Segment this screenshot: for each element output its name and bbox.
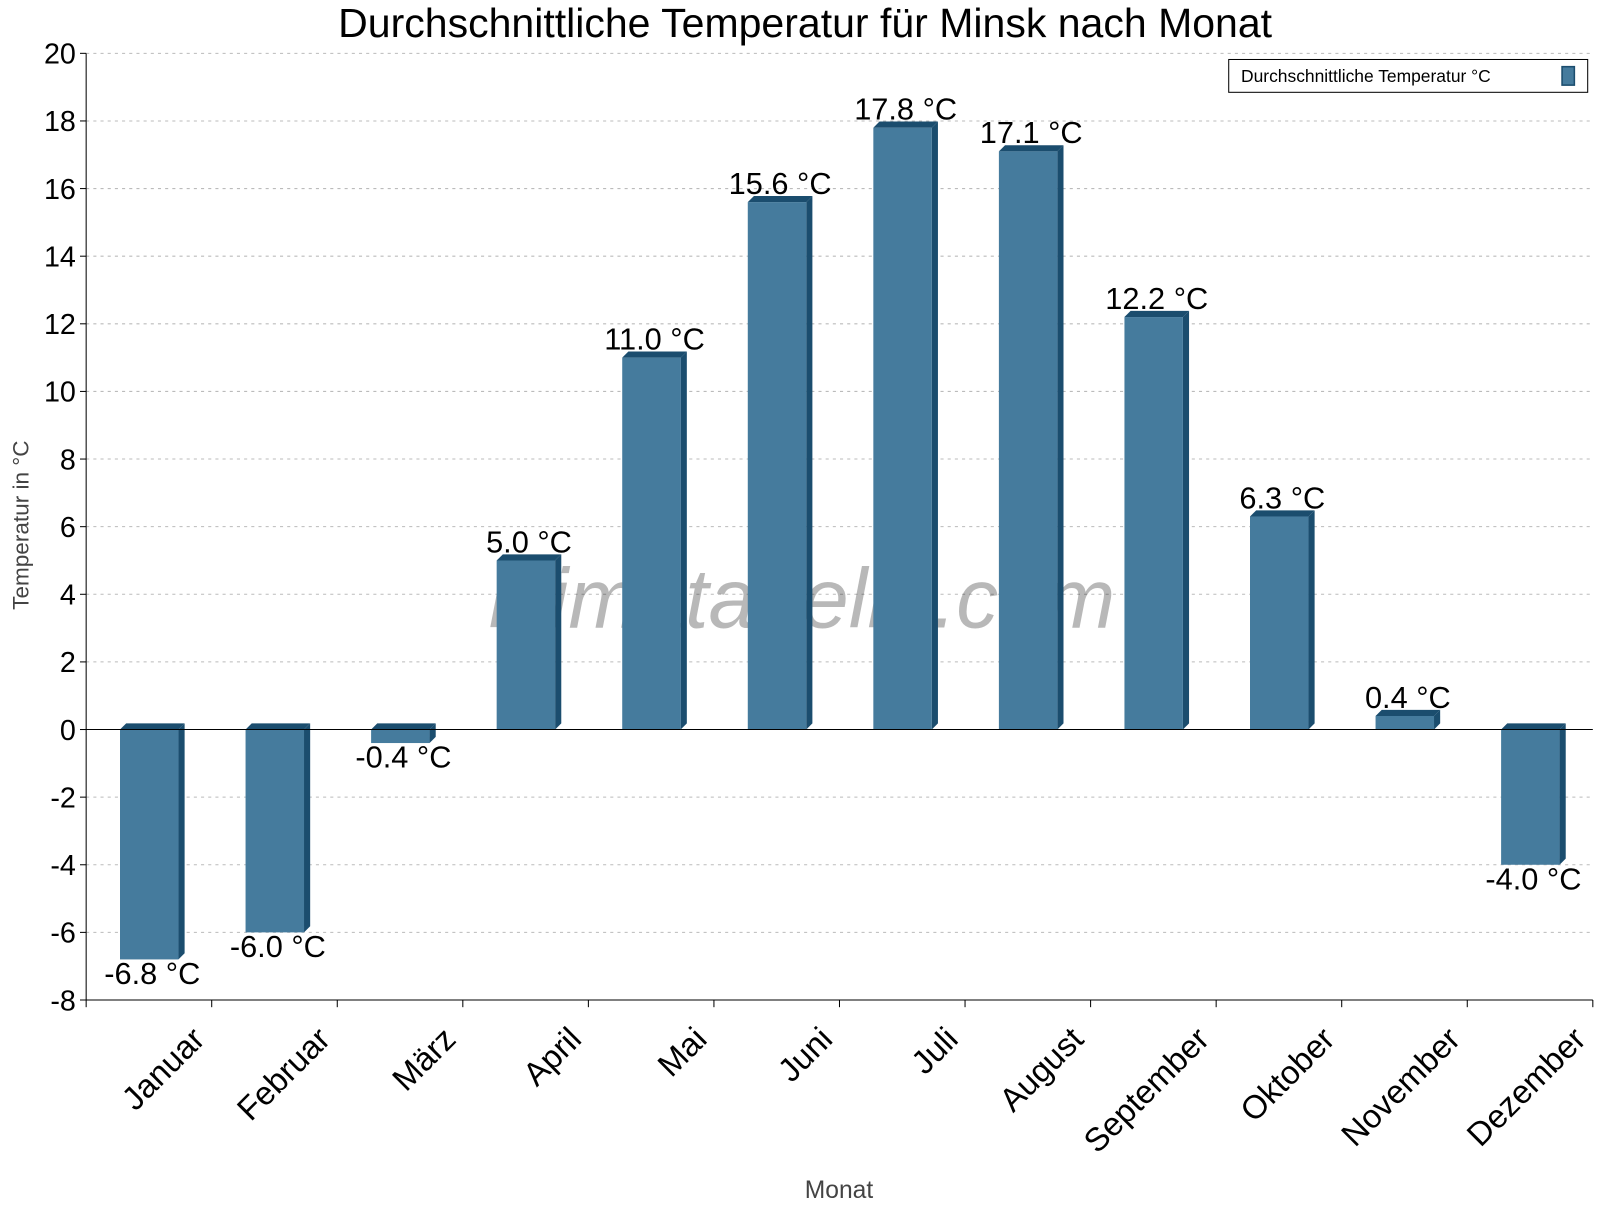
data-label: 17.1 °C <box>980 115 1083 150</box>
bar-top <box>120 723 185 730</box>
y-tick-label: -6 <box>50 918 76 950</box>
bar <box>120 729 179 960</box>
bar-side <box>555 554 562 730</box>
bar <box>245 729 305 933</box>
y-tick-label: 20 <box>44 39 76 71</box>
bar-side <box>1057 145 1064 730</box>
bar-side <box>1308 510 1315 730</box>
x-tick-label: Februar <box>230 1020 337 1127</box>
bar-side <box>931 121 938 730</box>
bar-side <box>178 723 185 960</box>
bar-top <box>1250 510 1315 517</box>
y-tick-label: 2 <box>60 647 76 679</box>
data-label: 0.4 °C <box>1365 680 1451 715</box>
bar <box>496 560 556 730</box>
bar-top <box>873 121 938 128</box>
bar <box>1501 729 1560 865</box>
legend-label: Durchschnittliche Temperatur °C <box>1241 66 1491 86</box>
bar-side <box>1182 310 1190 730</box>
bar-top <box>998 145 1064 152</box>
data-label: 12.2 °C <box>1105 281 1208 316</box>
bar-top <box>1501 723 1566 730</box>
y-tick-label: 16 <box>44 174 76 206</box>
x-tick-label: März <box>385 1020 463 1098</box>
bar-top <box>496 554 562 561</box>
x-tick-label: September <box>1076 1020 1216 1160</box>
x-tick-label: November <box>1334 1020 1467 1153</box>
y-tick-label: 18 <box>44 106 76 138</box>
x-tick-label: Juni <box>770 1020 839 1089</box>
bar <box>1375 716 1435 730</box>
data-label: 15.6 °C <box>729 166 832 201</box>
y-tick-label: 10 <box>44 377 76 409</box>
bar <box>1250 516 1309 730</box>
y-axis-label: Temperatur in °C <box>9 440 34 609</box>
data-label: 11.0 °C <box>604 321 705 356</box>
x-tick-label: Januar <box>114 1020 211 1117</box>
legend-box <box>1228 58 1589 93</box>
bar-top <box>622 351 687 358</box>
x-tick-label: Oktober <box>1233 1020 1342 1129</box>
data-label: -0.4 °C <box>355 740 451 775</box>
bar-side <box>680 351 687 730</box>
legend: Durchschnittliche Temperatur °C <box>1228 58 1589 93</box>
y-tick-label: -8 <box>50 985 76 1017</box>
x-axis-label: Monat <box>805 1177 874 1200</box>
y-tick-label: 14 <box>44 241 76 273</box>
y-tick-label: -2 <box>50 782 76 814</box>
x-tick-label: Mai <box>650 1020 714 1084</box>
data-label: -4.0 °C <box>1485 861 1581 896</box>
x-tick-label: Juli <box>904 1020 965 1081</box>
bar-top <box>1375 709 1441 716</box>
bar-side <box>1559 723 1566 865</box>
x-tick-label: April <box>515 1020 588 1093</box>
y-tick-label: 4 <box>60 580 76 612</box>
legend-swatch <box>1561 65 1576 86</box>
y-tick-label: 12 <box>44 309 76 341</box>
data-label: -6.8 °C <box>104 956 200 991</box>
bar-top <box>371 723 436 730</box>
bar-top <box>1124 310 1190 318</box>
data-label: 5.0 °C <box>486 524 572 559</box>
bar-side <box>806 195 813 730</box>
bar <box>998 151 1058 730</box>
bar-top <box>747 195 813 203</box>
bar-side <box>304 723 311 933</box>
bar <box>1124 317 1183 730</box>
bar <box>873 127 932 730</box>
bar <box>622 357 681 730</box>
bar-top <box>245 723 311 730</box>
y-tick-label: 6 <box>60 512 76 544</box>
data-label: 17.8 °C <box>854 92 957 127</box>
x-tick-label: August <box>992 1020 1090 1118</box>
data-label: 6.3 °C <box>1239 480 1325 515</box>
bar-side <box>429 723 436 744</box>
bar <box>747 202 807 730</box>
y-tick-label: 8 <box>60 444 76 476</box>
x-tick-label: Dezember <box>1459 1020 1592 1153</box>
bar <box>371 729 430 744</box>
data-label: -6.0 °C <box>230 929 326 964</box>
chart-title: Durchschnittliche Temperatur für Minsk n… <box>338 0 1272 46</box>
y-tick-label: 0 <box>60 715 76 747</box>
y-tick-label: -4 <box>50 850 76 882</box>
bar-side <box>1434 709 1441 730</box>
